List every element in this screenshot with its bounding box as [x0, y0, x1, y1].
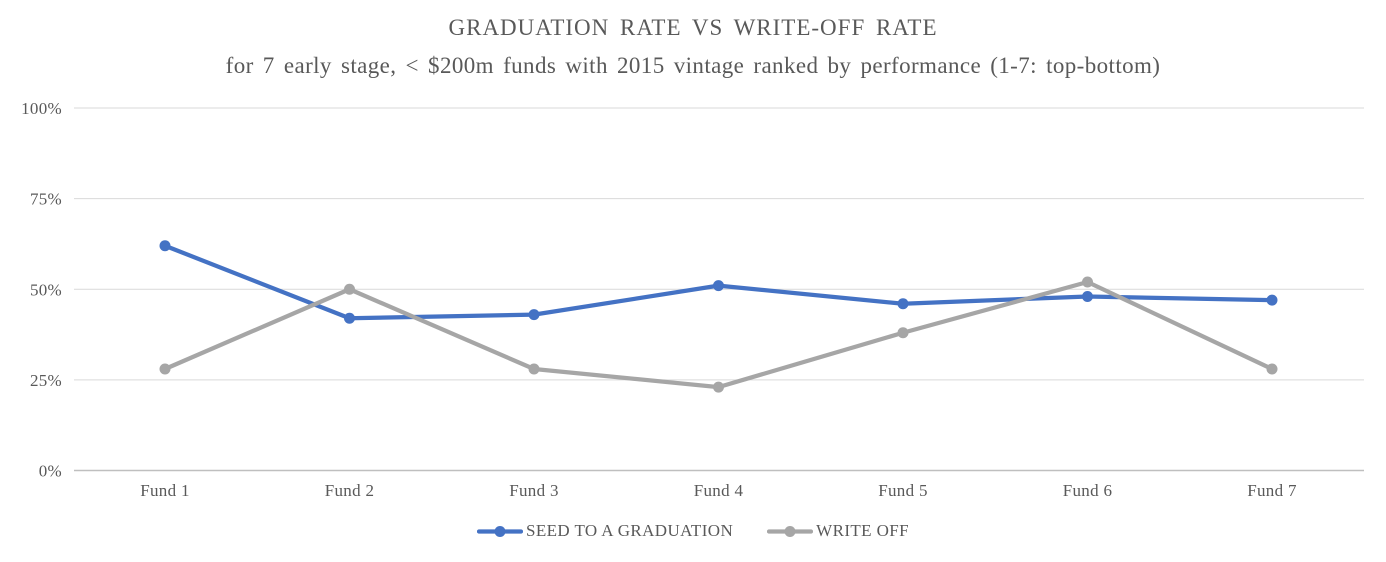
- data-point-write-off: [713, 381, 724, 393]
- y-axis-tick-label: 25%: [30, 371, 62, 390]
- x-axis-category-label: Fund 2: [325, 481, 375, 500]
- data-point-write-off: [528, 363, 540, 375]
- x-axis-category-label: Fund 6: [1063, 481, 1113, 500]
- legend-line-marker-icon: [767, 525, 814, 537]
- data-point-write-off: [344, 283, 355, 295]
- data-point-seed-to-a-graduation: [344, 312, 355, 324]
- data-point-seed-to-a-graduation: [713, 280, 724, 292]
- y-axis-tick-label: 100%: [21, 99, 62, 118]
- data-point-seed-to-a-graduation: [528, 309, 540, 321]
- x-axis-category-label: Fund 1: [140, 481, 190, 500]
- y-axis-tick-label: 50%: [30, 280, 62, 299]
- chart-legend: SEED TO A GRADUATION WRITE OFF: [0, 521, 1386, 541]
- data-point-write-off: [897, 327, 909, 339]
- legend-item-write-off: WRITE OFF: [767, 521, 909, 541]
- legend-item-seed-to-a-graduation: SEED TO A GRADUATION: [477, 521, 733, 541]
- x-axis-category-label: Fund 7: [1247, 481, 1297, 500]
- chart-title: GRADUATION RATE VS WRITE-OFF RATE: [448, 15, 938, 40]
- data-point-seed-to-a-graduation: [159, 240, 171, 252]
- data-point-seed-to-a-graduation: [1082, 291, 1093, 302]
- data-point-write-off: [1266, 363, 1278, 375]
- chart-header: GRADUATION RATE VS WRITE-OFF RATE for 7 …: [0, 16, 1386, 78]
- data-point-write-off: [159, 363, 171, 375]
- legend-label: SEED TO A GRADUATION: [526, 521, 734, 540]
- legend-line-marker-icon: [477, 525, 523, 537]
- legend-label: WRITE OFF: [816, 521, 909, 540]
- y-axis-tick-label: 75%: [30, 190, 62, 209]
- y-axis-tick-label: 0%: [39, 462, 62, 481]
- x-axis-category-label: Fund 3: [509, 481, 559, 500]
- data-point-seed-to-a-graduation: [1266, 294, 1278, 306]
- chart-subtitle: for 7 early stage, < $200m funds with 20…: [225, 53, 1161, 78]
- data-point-seed-to-a-graduation: [897, 298, 909, 310]
- x-axis-category-label: Fund 5: [878, 481, 928, 500]
- x-axis-category-label: Fund 4: [694, 481, 744, 500]
- data-point-write-off: [1082, 276, 1093, 288]
